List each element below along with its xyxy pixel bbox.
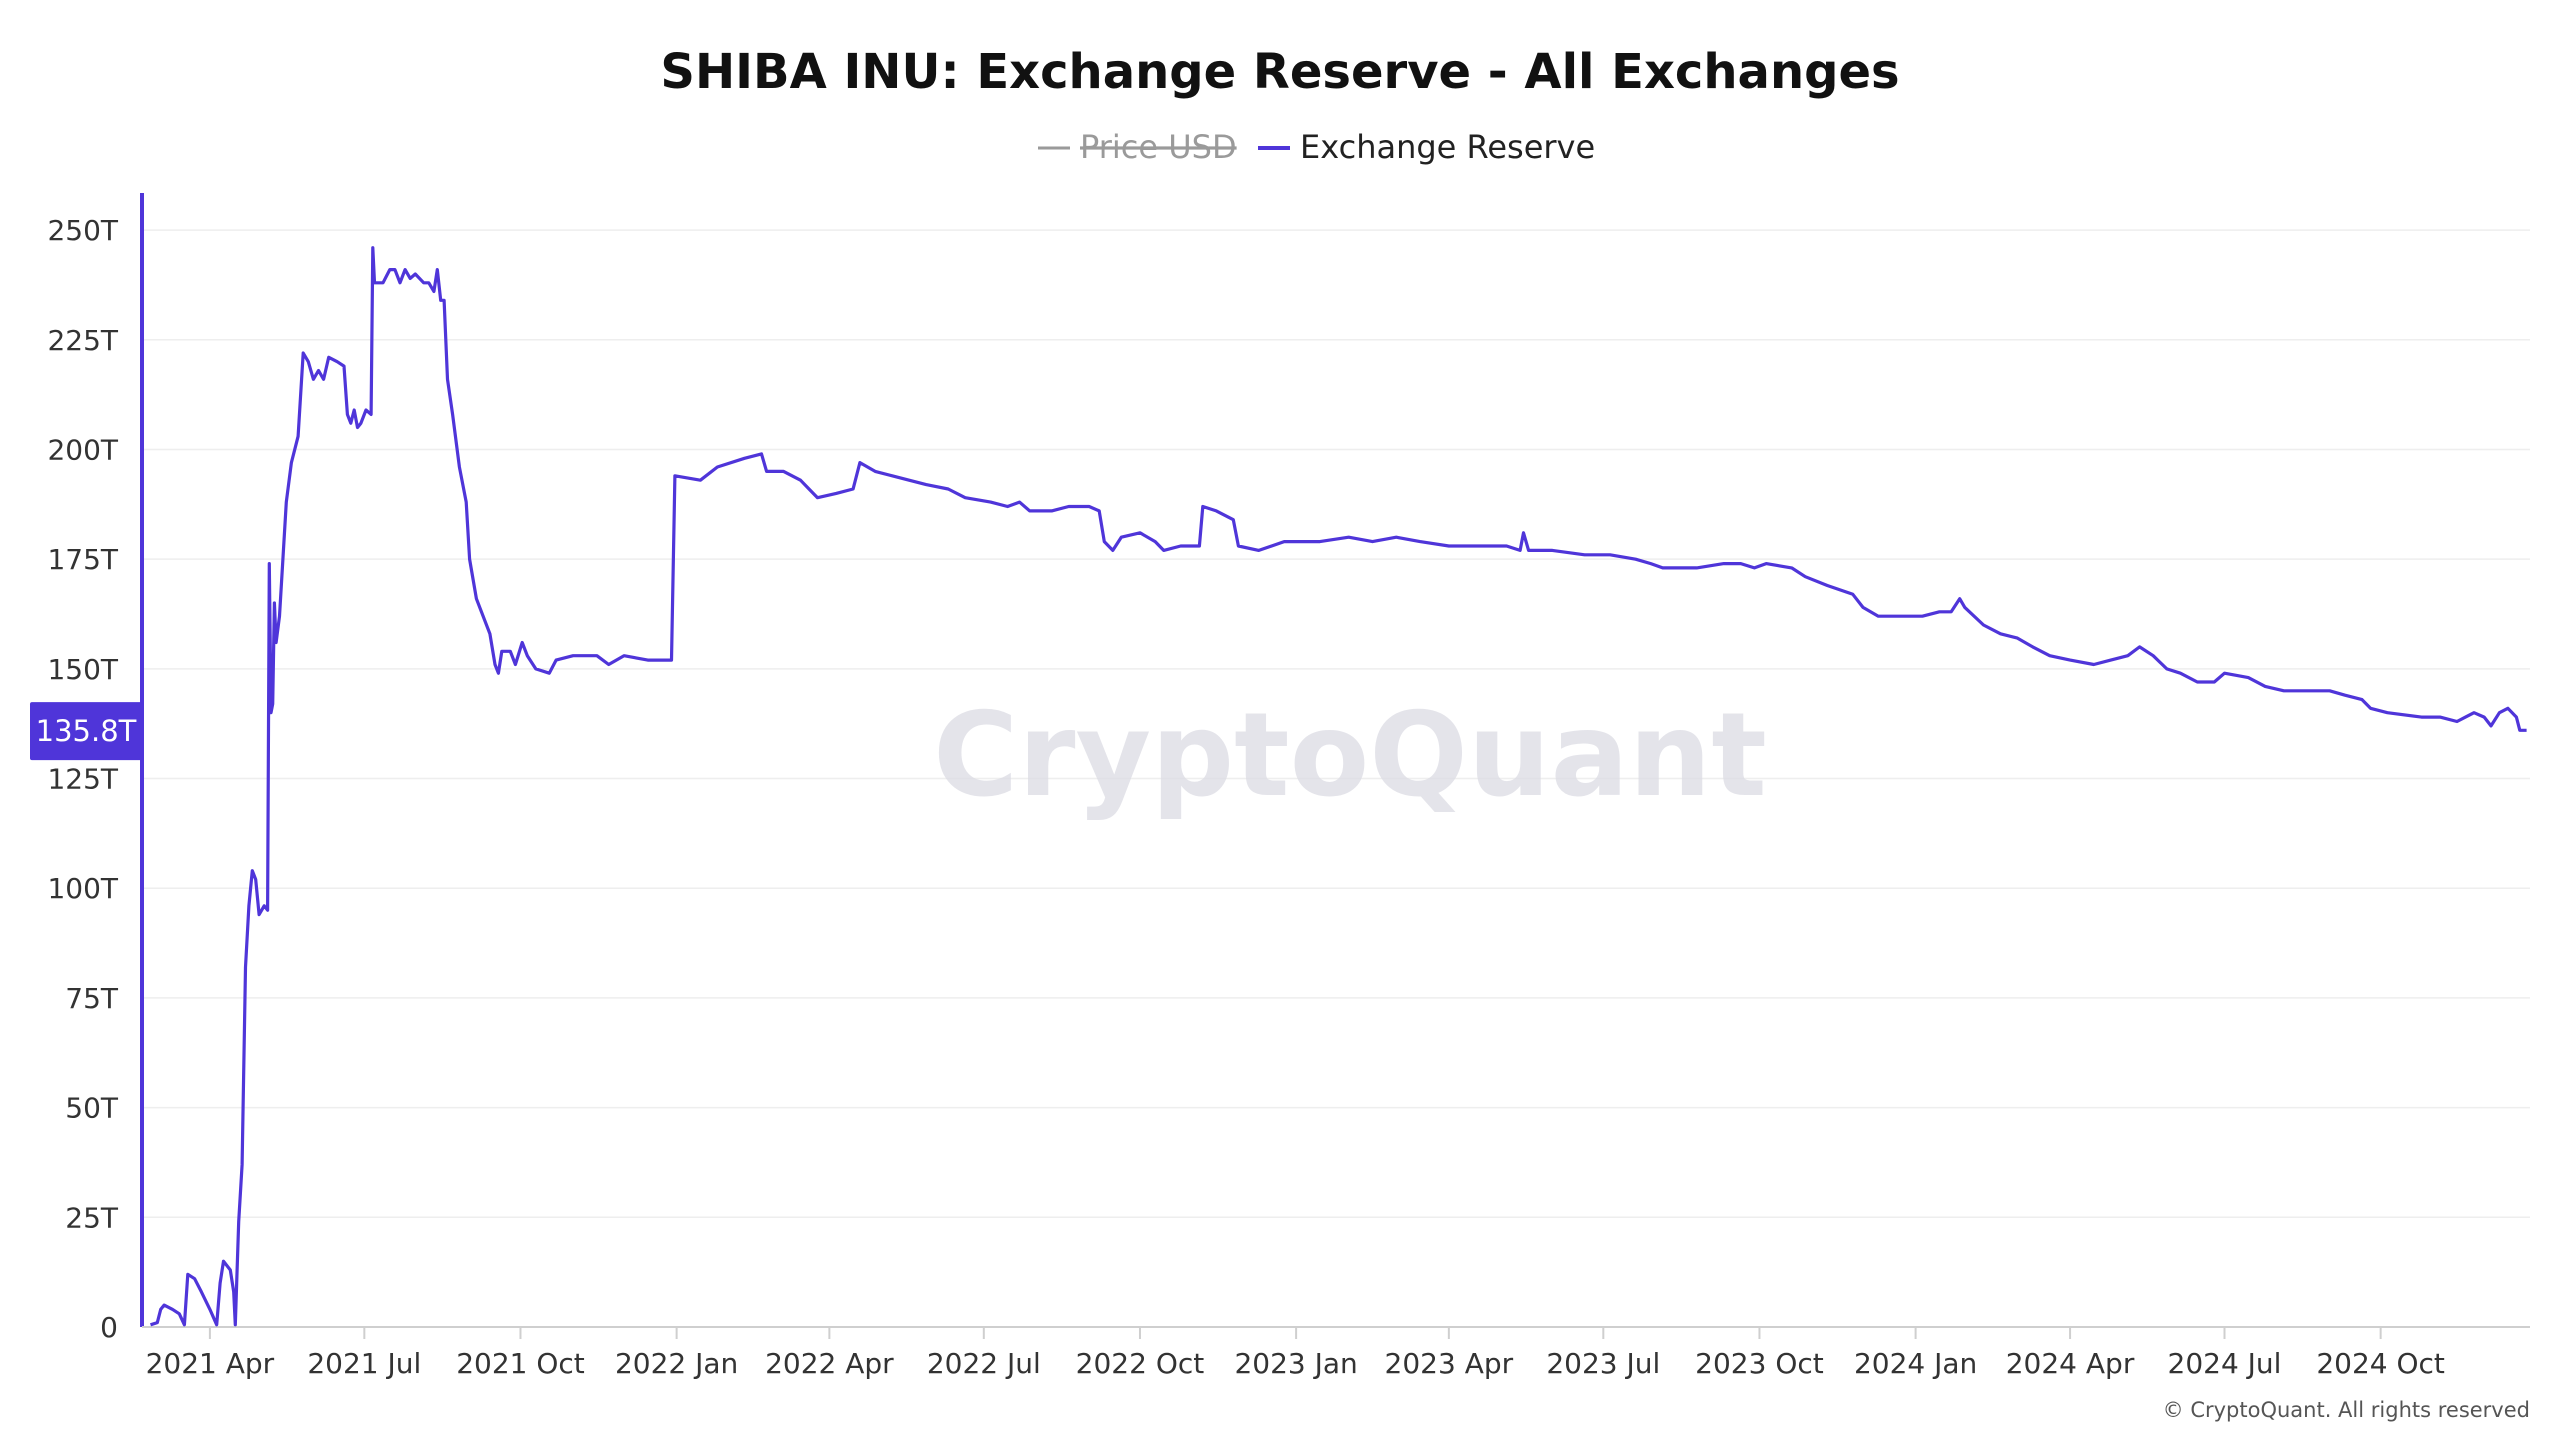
y-tick-label: 250T: [47, 214, 118, 247]
x-tick-label: 2024 Jan: [1854, 1347, 1977, 1380]
x-tick-label: 2022 Apr: [765, 1347, 894, 1380]
x-tick-label: 2021 Jul: [307, 1347, 421, 1380]
x-tick-label: 2023 Apr: [1385, 1347, 1514, 1380]
y-tick-label: 25T: [65, 1201, 119, 1234]
watermark: CryptoQuant: [933, 688, 1767, 823]
y-tick-label: 50T: [65, 1092, 119, 1125]
x-tick-label: 2021 Oct: [456, 1347, 585, 1380]
y-tick-label: 225T: [47, 324, 118, 357]
y-tick-label: 0: [100, 1311, 118, 1344]
legend-item-price[interactable]: Price USD: [1038, 128, 1237, 166]
y-tick-label: 75T: [65, 982, 119, 1015]
y-tick-label: 100T: [47, 872, 118, 905]
legend-price-label: Price USD: [1080, 128, 1237, 166]
x-tick-label: 2024 Apr: [2006, 1347, 2135, 1380]
legend-reserve-label: Exchange Reserve: [1300, 128, 1595, 166]
legend: Price USD Exchange Reserve: [1038, 128, 1595, 166]
x-tick-label: 2023 Oct: [1695, 1347, 1824, 1380]
x-axis-ticks: 2021 Apr 2021 Jul 2021 Oct 2022 Jan 2022 Apr…: [146, 1327, 2445, 1380]
x-tick-label: 2021 Apr: [146, 1347, 275, 1380]
x-tick-label: 2022 Jan: [615, 1347, 738, 1380]
current-value-marker: 135.8T: [30, 702, 142, 761]
y-tick-label: 175T: [47, 543, 118, 576]
x-tick-label: 2022 Oct: [1076, 1347, 1205, 1380]
x-tick-label: 2022 Jul: [927, 1347, 1041, 1380]
x-tick-label: 2024 Oct: [2316, 1347, 2445, 1380]
x-tick-label: 2024 Jul: [2168, 1347, 2282, 1380]
axes: [140, 193, 2530, 1328]
y-tick-label: 125T: [47, 763, 118, 796]
x-tick-label: 2023 Jul: [1546, 1347, 1660, 1380]
series-exchange-reserve-line: [150, 246, 2527, 1327]
current-value-box: [30, 702, 142, 761]
y-tick-label: 150T: [47, 653, 118, 686]
copyright-text: © CryptoQuant. All rights reserved: [2163, 1398, 2530, 1422]
x-tick-label: 2023 Jan: [1234, 1347, 1357, 1380]
gridlines: [142, 229, 2530, 1219]
chart-title: SHIBA INU: Exchange Reserve - All Exchan…: [660, 44, 1899, 100]
legend-item-exchange-reserve[interactable]: Exchange Reserve: [1258, 128, 1595, 166]
y-axis-ticks: 0 25T 50T 75T 100T 125T 150T 175T 200T 225T 250T: [47, 214, 118, 1344]
y-tick-label: 200T: [47, 433, 118, 466]
current-value-label: 135.8T: [36, 714, 137, 748]
